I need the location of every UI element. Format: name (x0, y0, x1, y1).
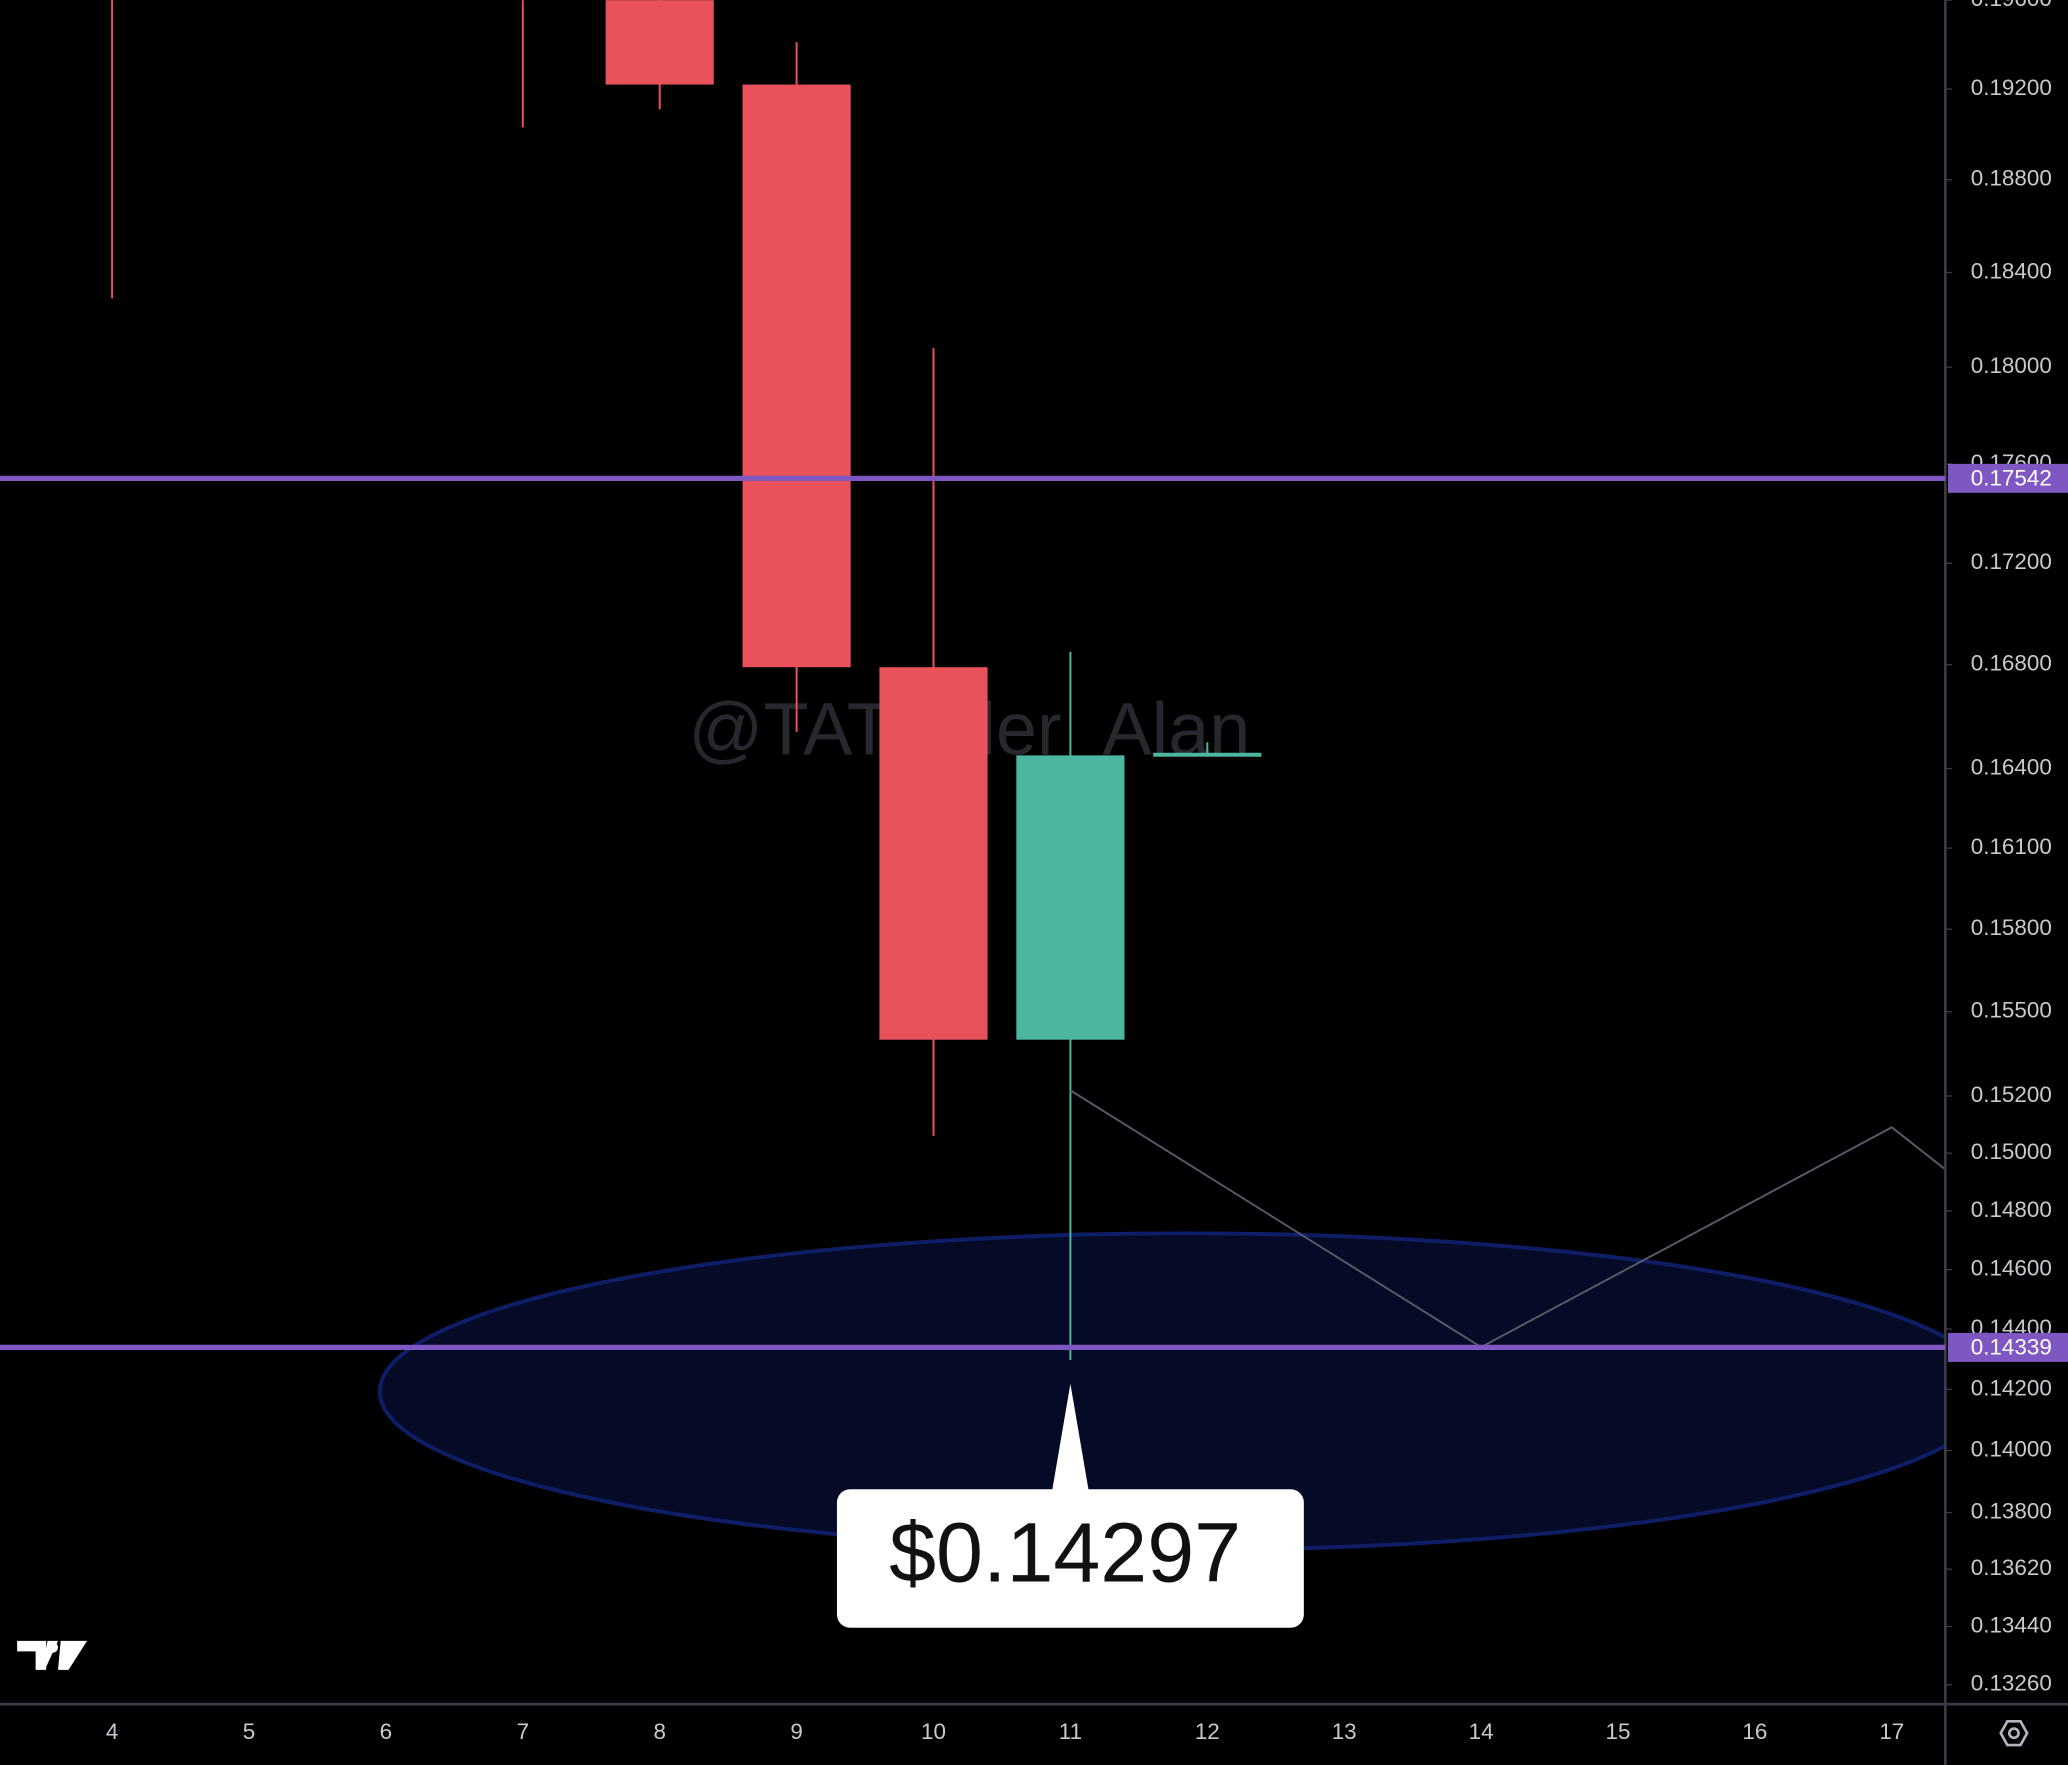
x-tick-label: 9 (790, 1719, 802, 1744)
candle-body (1016, 755, 1125, 1040)
x-tick-label: 13 (1332, 1719, 1357, 1744)
level-label-box (1947, 1332, 2068, 1362)
y-tick-label: 0.13260 (1971, 1671, 2052, 1696)
candle-body (1153, 752, 1262, 757)
candle-body (879, 667, 988, 1040)
projection-line (1069, 1089, 1946, 1349)
x-tick-label: 10 (921, 1719, 946, 1744)
x-tick-label: 4 (106, 1719, 118, 1744)
level-label-box (1947, 463, 2068, 493)
tv-logo (17, 1640, 88, 1670)
x-tick-label: 14 (1469, 1719, 1494, 1744)
candles (111, 0, 1946, 1361)
x-tick-label: 16 (1742, 1719, 1767, 1744)
y-tick-label: 0.19200 (1971, 75, 2052, 100)
x-tick-label: 8 (653, 1719, 665, 1744)
x-tick-label: 15 (1606, 1719, 1631, 1744)
x-tick-label: 7 (517, 1719, 529, 1744)
y-tick-label: 0.13440 (1971, 1612, 2052, 1637)
x-tick-label: 11 (1059, 1719, 1082, 1744)
y-tick-label: 0.14000 (1971, 1436, 2052, 1461)
y-tick-label: 0.17200 (1971, 549, 2052, 574)
callout-label: $0.14297 (889, 1505, 1241, 1599)
y-tick-label: 0.15000 (1971, 1139, 2052, 1164)
candle-body (605, 0, 714, 85)
y-tick-label: 0.13800 (1971, 1498, 2052, 1523)
y-tick-label: 0.16100 (1971, 834, 2052, 859)
callout-box (836, 1489, 1304, 1628)
y-tick-label: 0.13620 (1971, 1555, 2052, 1580)
y-tick-label: 0.18000 (1971, 353, 2052, 378)
y-tick-label: 0.15500 (1971, 998, 2052, 1023)
level-label: 0.14339 (1971, 1335, 2052, 1360)
y-tick-label: 0.14800 (1971, 1197, 2052, 1222)
y-tick-label: 0.15800 (1971, 915, 2052, 940)
candle-body (742, 84, 851, 668)
y-tick-label: 0.16400 (1971, 754, 2052, 779)
x-tick-label: 5 (243, 1719, 255, 1744)
y-tick-label: 0.18800 (1971, 166, 2052, 191)
y-tick-label: 0.14200 (1971, 1375, 2052, 1400)
y-tick-label: 0.15200 (1971, 1082, 2052, 1107)
y-tick-label: 0.16800 (1971, 651, 2052, 676)
x-tick-label: 17 (1879, 1719, 1904, 1744)
y-tick-label: 0.19600 (1971, 0, 2052, 11)
level-label: 0.17542 (1971, 466, 2052, 491)
settings-icon[interactable] (1999, 1719, 2029, 1747)
x-tick-label: 6 (380, 1719, 392, 1744)
x-tick-label: 12 (1195, 1719, 1220, 1744)
y-tick-label: 0.18400 (1971, 258, 2052, 283)
callout-pointer (1051, 1383, 1089, 1492)
y-tick-label: 0.14600 (1971, 1256, 2052, 1281)
